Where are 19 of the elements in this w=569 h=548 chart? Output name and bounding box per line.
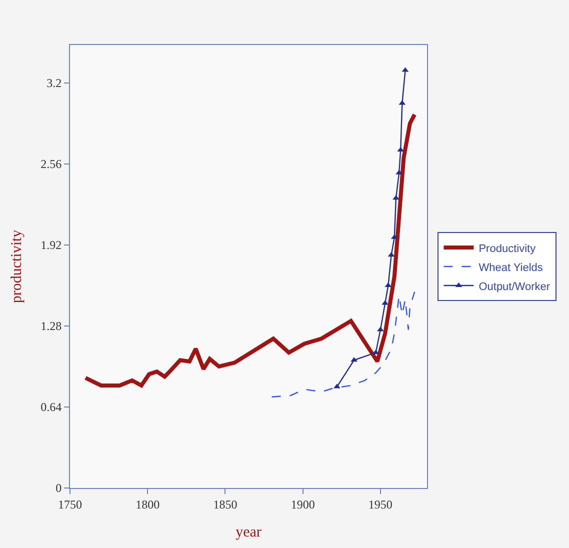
- y-tick-label: 0: [56, 481, 62, 496]
- line-series: [271, 291, 416, 398]
- y-tick-label: 0.64: [40, 400, 62, 414]
- y-tick-label: 3.2: [46, 76, 62, 90]
- line-series: [84, 112, 417, 388]
- x-tick-label: 1750: [58, 497, 82, 512]
- x-axis-title: year: [236, 524, 262, 540]
- x-tick-label: 1900: [290, 497, 315, 512]
- y-tick-label: 1.28: [40, 319, 62, 334]
- x-tick-label: 1800: [136, 497, 160, 512]
- point: [392, 195, 400, 200]
- x-tick-label: 1950: [368, 497, 392, 512]
- y-axis-title: productivity: [8, 229, 25, 304]
- y-tick-label: 2.56: [40, 157, 62, 172]
- legend-label: Output/Worker: [478, 280, 550, 293]
- x-tick-label: 1850: [213, 497, 238, 512]
- legend-label: Wheat Yields: [478, 262, 544, 274]
- legend-label: Productivity: [478, 242, 536, 255]
- y-tick-label: 1.92: [40, 238, 62, 252]
